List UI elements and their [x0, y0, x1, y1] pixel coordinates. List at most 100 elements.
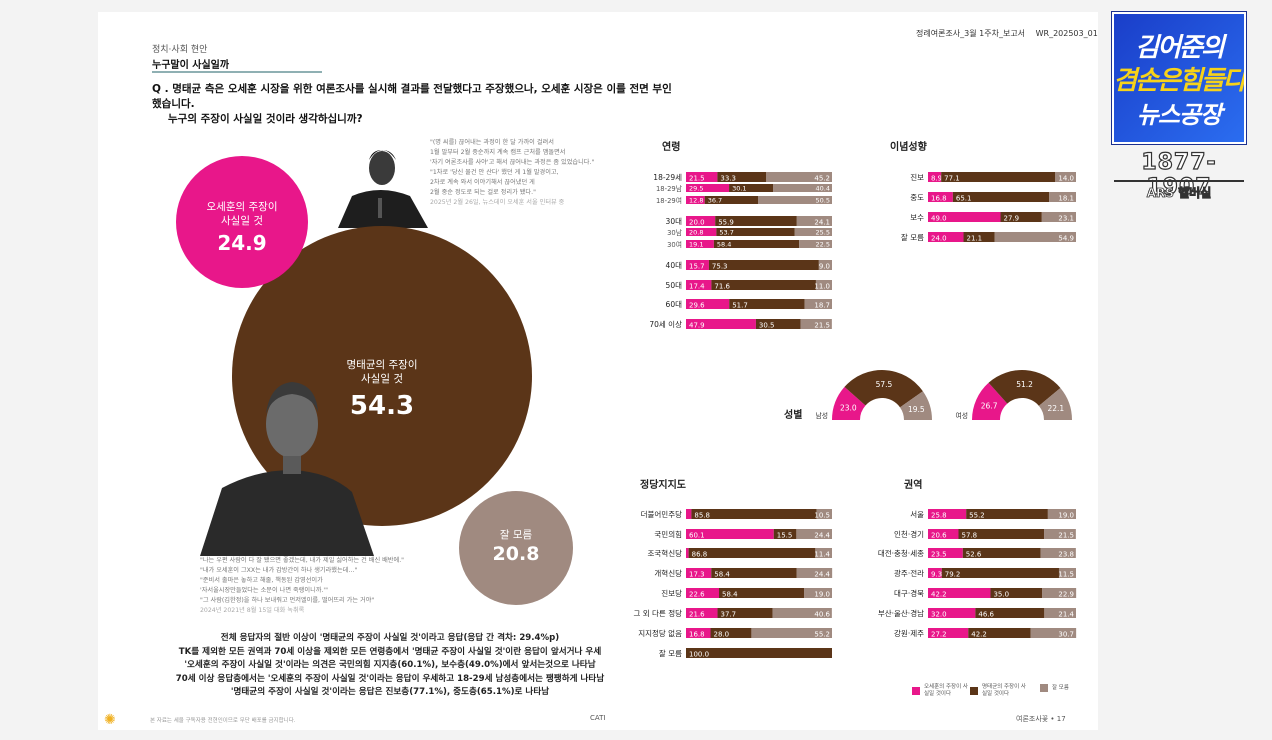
bar-category-label: 서울: [910, 510, 924, 519]
donut-value-label: 22.1: [1048, 404, 1065, 413]
bar-segment: [1044, 608, 1076, 618]
bar-category-label: 40대: [665, 261, 682, 270]
bar-value-label: 11.0: [814, 283, 830, 291]
bar-value-label: 60.1: [689, 532, 705, 540]
bar-category-label: 대구·경북: [894, 589, 924, 598]
bar-segment: [1044, 529, 1076, 539]
bar-value-label: 33.3: [720, 175, 736, 183]
bar-segment: [686, 216, 716, 226]
bar-value-label: 45.2: [814, 175, 830, 183]
bar-value-label: 49.0: [931, 215, 947, 223]
bar-segment: [818, 260, 832, 270]
bar-category-label: 60대: [665, 300, 682, 309]
bar-value-label: 15.5: [777, 532, 793, 540]
bar-value-label: 21.5: [689, 175, 705, 183]
bar-segment: [713, 240, 800, 248]
bar-segment: [686, 184, 730, 192]
ars-phone-number: 1877-1907: [1141, 149, 1217, 200]
donut-category-label: 여성: [955, 411, 968, 420]
footer-page: 여론조사꽃 • 17: [1016, 715, 1066, 723]
bar-category-label: 개혁신당: [654, 569, 682, 578]
bar-segment: [766, 172, 832, 182]
bar-segment: [686, 260, 709, 270]
bar-value-label: 30.7: [1058, 631, 1074, 639]
bar-segment: [691, 509, 817, 519]
bar-category-label: 조국혁신당: [647, 549, 683, 558]
bar-segment: [729, 184, 774, 192]
bar-value-label: 18.7: [814, 302, 830, 310]
donut-segment: [899, 391, 932, 420]
bar-value-label: 11.4: [814, 551, 830, 559]
bar-segment: [686, 196, 705, 204]
bar-segment: [686, 628, 711, 638]
bar-segment: [928, 212, 1001, 222]
donut-value-label: 51.2: [1016, 380, 1033, 389]
oh-value: 24.9: [217, 231, 266, 255]
bar-segment: [928, 529, 959, 539]
bar-value-label: 47.9: [689, 322, 705, 330]
bar-value-label: 58.4: [722, 591, 738, 599]
bar-value-label: 37.7: [721, 611, 737, 619]
bar-value-label: 19.1: [689, 241, 703, 249]
bar-value-label: 86.8: [692, 551, 708, 559]
subsection-title: 누구말이 사실일까: [152, 60, 230, 71]
oh-label-1: 오세훈의 주장이: [207, 200, 278, 213]
bar-value-label: 79.2: [945, 571, 961, 579]
oh-quote-line: 2월 중순 정도로 되는 걸로 정리가 됐다.": [430, 189, 536, 196]
myung-quote: "나는 우편 사람이 다 잘 됐으면 좋겠는데, 내가 제일 싫어하는 건 배신…: [200, 556, 500, 616]
question-line-2: 누구의 주장이 사실일 것이라 생각하십니까?: [168, 113, 363, 125]
myung-quote-line: '자서울시장만들었다는 소문이 나면 죽랭이니까.'": [200, 587, 328, 594]
bar-segment: [710, 628, 752, 638]
donut-category-label: 남성: [815, 411, 828, 420]
bar-segment: [704, 196, 759, 204]
bar-segment: [796, 529, 832, 539]
bar-segment: [686, 648, 832, 658]
chart-title: 정당지지도: [640, 480, 686, 491]
legend-myung: 명태균의 주장이 사실일 것이다: [970, 684, 1030, 698]
bar-segment: [1042, 588, 1077, 598]
bar-value-label: 15.7: [689, 263, 705, 271]
bar-value-label: 24.1: [814, 219, 830, 227]
bar-segment: [758, 196, 832, 204]
bar-value-label: 19.0: [1058, 512, 1074, 520]
bar-value-label: 55.2: [969, 512, 985, 520]
footer-method: CATI: [590, 714, 606, 722]
bar-value-label: 22.5: [816, 241, 830, 249]
bar-segment: [686, 608, 718, 618]
bar-segment: [711, 280, 816, 290]
bar-value-label: 58.4: [717, 241, 731, 249]
bar-value-label: 21.6: [689, 611, 705, 619]
legend-oh-swatch: [912, 687, 920, 695]
bar-category-label: 70세 이상: [649, 320, 682, 329]
bar-segment: [815, 548, 832, 558]
bar-category-label: 잘 모름: [658, 649, 682, 658]
chart-title: 연령: [662, 142, 681, 153]
bar-segment: [966, 509, 1048, 519]
legend-oh-label: 오세훈의 주장이 사실일 것이다: [924, 684, 968, 697]
bar-category-label: 대전·충청·세종: [877, 549, 924, 558]
bar-segment: [815, 280, 832, 290]
bar-value-label: 35.0: [993, 591, 1009, 599]
bar-value-label: 30.5: [759, 322, 775, 330]
bar-segment: [715, 216, 797, 226]
bar-value-label: 27.9: [1004, 215, 1020, 223]
oh-quote-line: "(명 씨를) 끊어내는 과정이 한 달 가까이 걸려서: [430, 139, 554, 146]
bar-value-label: 20.8: [689, 229, 703, 237]
myung-quote-line: "나는 우편 사람이 다 잘 됐으면 좋겠는데, 내가 제일 싫어하는 건 배신…: [200, 557, 405, 564]
bar-segment: [755, 319, 801, 329]
bar-value-label: 52.6: [966, 551, 982, 559]
bar-segment: [716, 228, 795, 236]
bar-value-label: 27.2: [931, 631, 947, 639]
bar-segment: [717, 608, 773, 618]
show-logo: 김어준의 겸손은힘들다 뉴스공장: [1112, 12, 1246, 144]
oh-bubble: [176, 156, 308, 288]
summary-line: TK를 제외한 모든 권역과 70세 이상을 제외한 모든 연령층에서 '명태균…: [178, 646, 602, 657]
bar-segment: [729, 299, 805, 309]
bar-segment: [928, 568, 942, 578]
legend-myung-swatch: [970, 687, 978, 695]
bar-category-label: 부산·울산·경남: [877, 609, 924, 618]
summary-line: 70세 이상 응답층에서는 '오세훈의 주장이 사실일 것'이라는 응답이 우세…: [175, 673, 605, 684]
bar-segment: [928, 548, 963, 558]
footer-disclaimer: 본 자료는 세울 구독자용 전현인이므로 무단 배포를 금지합니다.: [150, 718, 296, 724]
bar-segment: [1049, 192, 1076, 202]
